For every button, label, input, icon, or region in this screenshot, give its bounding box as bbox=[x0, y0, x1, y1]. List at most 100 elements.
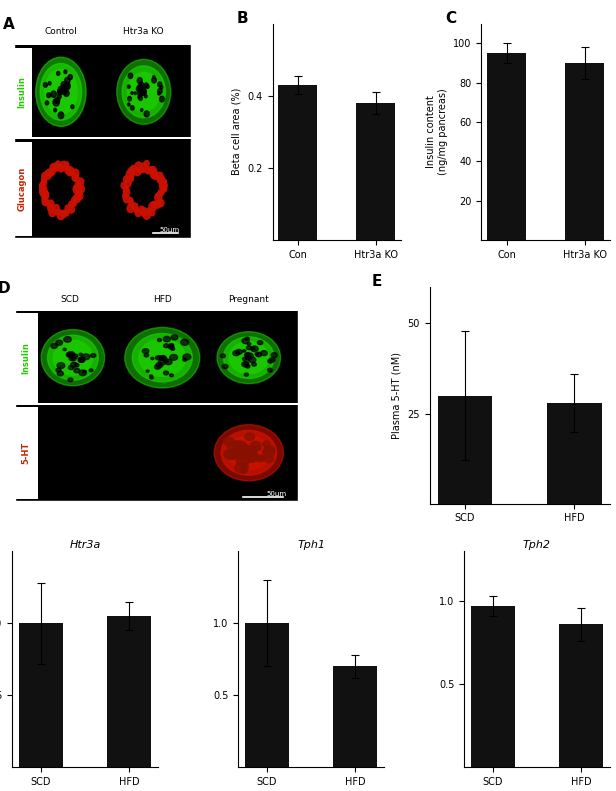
Circle shape bbox=[53, 99, 59, 106]
Circle shape bbox=[242, 339, 249, 343]
Circle shape bbox=[54, 205, 59, 211]
Circle shape bbox=[57, 94, 61, 99]
Circle shape bbox=[140, 89, 144, 93]
Circle shape bbox=[47, 93, 51, 97]
Circle shape bbox=[163, 358, 167, 361]
Circle shape bbox=[57, 89, 62, 95]
Circle shape bbox=[134, 167, 141, 176]
Circle shape bbox=[153, 76, 155, 78]
Y-axis label: Plasma 5-HT (nM): Plasma 5-HT (nM) bbox=[392, 352, 402, 439]
Circle shape bbox=[139, 84, 142, 89]
Bar bbox=[15, 407, 38, 499]
Ellipse shape bbox=[41, 330, 105, 386]
Ellipse shape bbox=[224, 337, 274, 378]
Circle shape bbox=[171, 347, 174, 350]
Circle shape bbox=[134, 92, 137, 95]
Circle shape bbox=[137, 90, 143, 97]
Bar bbox=[107, 616, 152, 767]
Circle shape bbox=[82, 354, 90, 360]
Circle shape bbox=[78, 185, 84, 193]
Circle shape bbox=[158, 339, 161, 342]
Circle shape bbox=[169, 343, 174, 346]
Circle shape bbox=[65, 205, 71, 212]
Circle shape bbox=[243, 447, 254, 455]
Circle shape bbox=[126, 169, 134, 179]
Circle shape bbox=[168, 345, 174, 349]
Circle shape bbox=[235, 463, 248, 473]
Circle shape bbox=[52, 163, 59, 172]
Circle shape bbox=[150, 170, 158, 179]
Circle shape bbox=[131, 92, 133, 94]
Circle shape bbox=[68, 352, 75, 357]
Circle shape bbox=[247, 343, 251, 346]
Circle shape bbox=[89, 369, 93, 372]
Circle shape bbox=[148, 167, 153, 173]
Circle shape bbox=[155, 201, 161, 208]
Circle shape bbox=[49, 168, 55, 176]
Circle shape bbox=[128, 85, 130, 89]
Circle shape bbox=[140, 93, 142, 96]
Circle shape bbox=[155, 193, 162, 202]
Circle shape bbox=[245, 365, 250, 368]
Circle shape bbox=[123, 188, 130, 196]
Circle shape bbox=[59, 86, 62, 90]
Circle shape bbox=[58, 89, 63, 94]
Circle shape bbox=[71, 358, 74, 360]
Circle shape bbox=[128, 176, 134, 182]
Circle shape bbox=[224, 449, 237, 459]
Bar bbox=[547, 403, 602, 504]
Circle shape bbox=[259, 455, 264, 460]
Circle shape bbox=[183, 358, 187, 361]
Circle shape bbox=[48, 81, 51, 85]
Circle shape bbox=[245, 373, 248, 377]
Circle shape bbox=[226, 450, 239, 460]
Circle shape bbox=[51, 91, 56, 97]
Circle shape bbox=[158, 89, 162, 94]
Circle shape bbox=[145, 167, 151, 174]
Circle shape bbox=[158, 92, 160, 95]
Bar bbox=[487, 53, 526, 240]
Circle shape bbox=[123, 193, 128, 199]
Circle shape bbox=[238, 445, 252, 455]
Ellipse shape bbox=[125, 327, 200, 388]
Circle shape bbox=[65, 78, 70, 84]
Circle shape bbox=[44, 170, 52, 180]
Ellipse shape bbox=[53, 340, 92, 375]
Circle shape bbox=[59, 87, 62, 91]
Circle shape bbox=[73, 194, 81, 202]
Circle shape bbox=[71, 197, 78, 203]
Circle shape bbox=[135, 162, 142, 171]
Ellipse shape bbox=[44, 70, 78, 114]
Circle shape bbox=[267, 369, 273, 372]
Circle shape bbox=[78, 178, 84, 186]
Circle shape bbox=[242, 361, 249, 367]
Circle shape bbox=[57, 71, 60, 75]
Circle shape bbox=[241, 447, 255, 457]
Ellipse shape bbox=[228, 436, 270, 470]
Ellipse shape bbox=[139, 339, 185, 377]
Circle shape bbox=[60, 161, 67, 171]
Text: 50μm: 50μm bbox=[266, 491, 286, 497]
Text: D: D bbox=[0, 281, 10, 296]
Circle shape bbox=[256, 352, 262, 357]
Text: Insulin: Insulin bbox=[18, 76, 26, 108]
Circle shape bbox=[246, 452, 257, 461]
Circle shape bbox=[152, 78, 156, 83]
Circle shape bbox=[58, 165, 64, 172]
Circle shape bbox=[158, 82, 162, 87]
Circle shape bbox=[144, 161, 149, 167]
Text: HFD: HFD bbox=[153, 295, 172, 304]
Circle shape bbox=[39, 182, 45, 189]
Circle shape bbox=[261, 350, 267, 356]
Circle shape bbox=[61, 81, 65, 87]
Circle shape bbox=[161, 186, 166, 192]
Circle shape bbox=[67, 167, 74, 176]
Circle shape bbox=[180, 339, 188, 346]
Circle shape bbox=[42, 172, 47, 179]
Bar bbox=[19, 623, 63, 767]
Circle shape bbox=[64, 70, 67, 74]
Circle shape bbox=[63, 348, 67, 350]
Circle shape bbox=[252, 362, 256, 366]
Circle shape bbox=[162, 186, 167, 192]
Circle shape bbox=[156, 172, 163, 180]
